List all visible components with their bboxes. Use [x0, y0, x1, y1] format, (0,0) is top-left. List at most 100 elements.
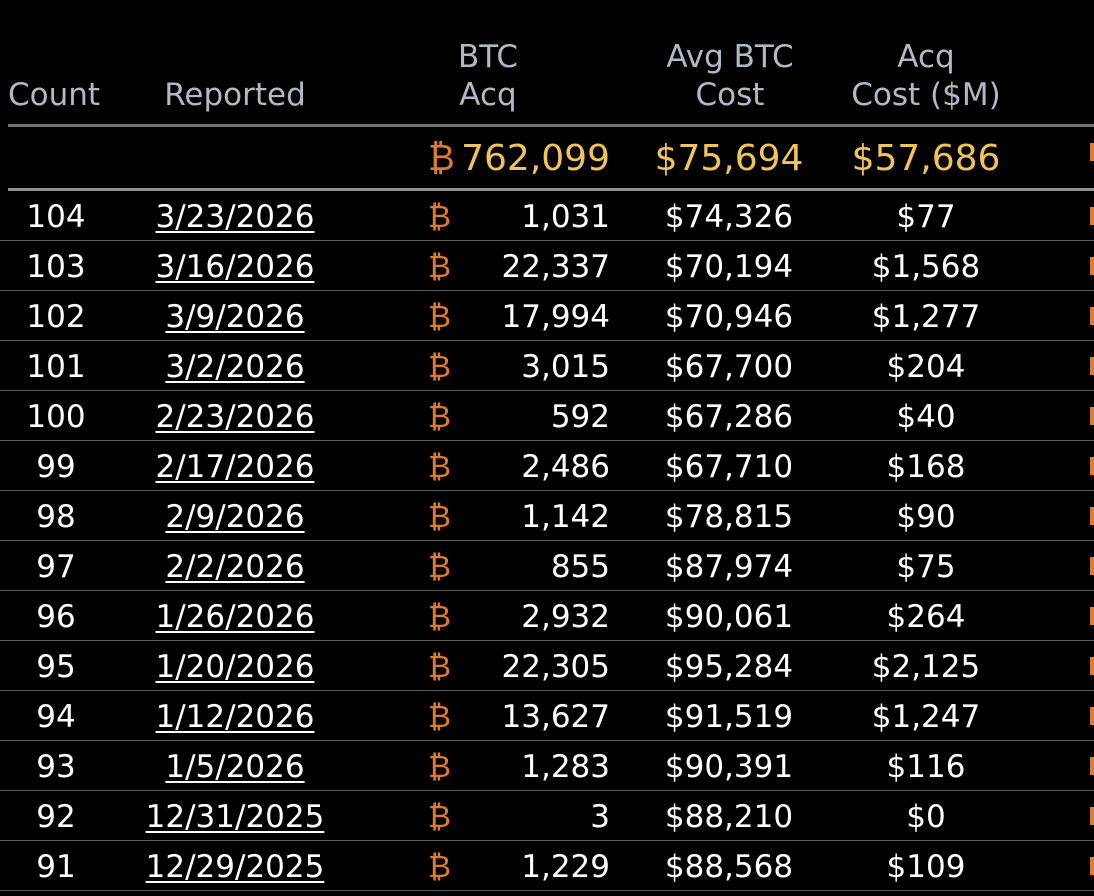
row-avg-btc-cost: $67,710 [664, 449, 794, 485]
bitcoin-icon: ₿ [428, 849, 451, 885]
bitcoin-icon: ₿ [428, 299, 451, 335]
row-btc-acq: 1,283 [521, 749, 610, 785]
column-header-btc-acq-line1: BTC [457, 39, 519, 75]
row-reported-link[interactable]: 1/12/2026 [155, 699, 315, 735]
row-edge-marker [1090, 407, 1094, 425]
table-row: 102 3/9/2026 ₿ 17,994 $70,946 $1,277 [0, 291, 1094, 341]
row-count: 103 [26, 249, 86, 285]
column-header-acq-cost-line2: Cost ($M) [851, 77, 1001, 113]
row-btc-acq: 2,932 [521, 599, 610, 635]
row-reported-link[interactable]: 2/23/2026 [155, 399, 315, 435]
row-reported-link[interactable]: 1/5/2026 [165, 749, 305, 785]
row-btc-acq: 1,229 [521, 849, 610, 885]
row-edge-marker [1090, 857, 1094, 875]
row-edge-marker [1090, 757, 1094, 775]
table-body: 104 3/23/2026 ₿ 1,031 $74,326 $77 103 3/16/2026… [0, 191, 1094, 891]
bitcoin-icon: ₿ [428, 599, 451, 635]
table-row: 99 2/17/2026 ₿ 2,486 $67,710 $168 [0, 441, 1094, 491]
row-edge-marker [1090, 557, 1094, 575]
column-header-avg-btc-cost-line1: Avg BTC [666, 39, 794, 75]
table-row: 96 1/26/2026 ₿ 2,932 $90,061 $264 [0, 591, 1094, 641]
column-header-count[interactable]: Count [8, 77, 101, 113]
row-edge-marker [1090, 307, 1094, 325]
bitcoin-icon: ₿ [428, 749, 451, 785]
row-reported-link[interactable]: 2/2/2026 [165, 549, 305, 585]
row-edge-marker [1090, 607, 1094, 625]
column-header-btc-acq-line2: Acq [459, 77, 517, 113]
column-header-acq-cost[interactable]: Acq Cost ($M) [826, 38, 1026, 114]
row-count: 94 [36, 699, 76, 735]
row-acq-cost: $1,277 [871, 299, 981, 335]
row-count: 91 [36, 849, 76, 885]
row-avg-btc-cost: $67,286 [664, 399, 794, 435]
row-avg-btc-cost: $91,519 [664, 699, 794, 735]
row-count: 93 [36, 749, 76, 785]
row-reported-link[interactable]: 2/17/2026 [155, 449, 315, 485]
table-header: Count Reported BTC Acq Avg BTC Cost Acq … [0, 0, 1094, 126]
row-acq-cost: $90 [896, 499, 956, 535]
summary-acq-cost: $57,686 [851, 138, 1001, 179]
row-edge-marker [1090, 143, 1094, 161]
row-avg-btc-cost: $78,815 [664, 499, 794, 535]
bitcoin-icon: ₿ [428, 499, 451, 535]
row-edge-marker [1090, 807, 1094, 825]
column-header-avg-btc-cost-line2: Cost [695, 77, 765, 113]
row-btc-acq: 1,031 [521, 199, 610, 235]
table-row: 98 2/9/2026 ₿ 1,142 $78,815 $90 [0, 491, 1094, 541]
row-btc-acq: 1,142 [521, 499, 610, 535]
summary-avg-btc-cost: $75,694 [654, 138, 804, 179]
row-count: 100 [26, 399, 86, 435]
summary-divider [8, 188, 1094, 191]
row-edge-marker [1090, 357, 1094, 375]
table-row: 100 2/23/2026 ₿ 592 $67,286 $40 [0, 391, 1094, 441]
row-acq-cost: $0 [906, 799, 946, 835]
row-reported-link[interactable]: 3/16/2026 [155, 249, 315, 285]
row-btc-acq: 592 [550, 399, 610, 435]
row-avg-btc-cost: $90,391 [664, 749, 794, 785]
row-reported-link[interactable]: 1/26/2026 [155, 599, 315, 635]
bitcoin-icon: ₿ [428, 799, 451, 835]
row-avg-btc-cost: $74,326 [664, 199, 794, 235]
row-avg-btc-cost: $67,700 [664, 349, 794, 385]
row-reported-link[interactable]: 3/9/2026 [165, 299, 305, 335]
row-acq-cost: $116 [886, 749, 966, 785]
row-count: 92 [36, 799, 76, 835]
row-reported-link[interactable]: 1/20/2026 [155, 649, 315, 685]
row-edge-marker [1090, 657, 1094, 675]
row-edge-marker [1090, 257, 1094, 275]
row-edge-marker [1090, 507, 1094, 525]
row-avg-btc-cost: $70,946 [664, 299, 794, 335]
row-reported-link[interactable]: 3/23/2026 [155, 199, 315, 235]
row-count: 98 [36, 499, 76, 535]
column-header-btc-acq[interactable]: BTC Acq [428, 38, 548, 114]
column-header-reported[interactable]: Reported [164, 77, 306, 113]
bitcoin-icon: ₿ [428, 249, 451, 285]
row-btc-acq: 17,994 [501, 299, 610, 335]
row-reported-link[interactable]: 12/29/2025 [145, 849, 325, 885]
row-acq-cost: $1,568 [871, 249, 981, 285]
table-row: 95 1/20/2026 ₿ 22,305 $95,284 $2,125 [0, 641, 1094, 691]
bitcoin-icon: ₿ [428, 349, 451, 385]
row-btc-acq: 22,337 [501, 249, 610, 285]
table-row: 97 2/2/2026 ₿ 855 $87,974 $75 [0, 541, 1094, 591]
row-count: 96 [36, 599, 76, 635]
row-edge-marker [1090, 707, 1094, 725]
table-row: 103 3/16/2026 ₿ 22,337 $70,194 $1,568 [0, 241, 1094, 291]
row-btc-acq: 855 [550, 549, 610, 585]
row-count: 97 [36, 549, 76, 585]
summary-btc-acq: 762,099 [461, 138, 610, 179]
row-avg-btc-cost: $70,194 [664, 249, 794, 285]
table-row: 91 12/29/2025 ₿ 1,229 $88,568 $109 [0, 841, 1094, 891]
bitcoin-icon: ₿ [428, 199, 451, 235]
row-avg-btc-cost: $88,210 [664, 799, 794, 835]
row-reported-link[interactable]: 3/2/2026 [165, 349, 305, 385]
row-reported-link[interactable]: 12/31/2025 [145, 799, 325, 835]
row-edge-marker [1090, 207, 1094, 225]
table-row: 93 1/5/2026 ₿ 1,283 $90,391 $116 [0, 741, 1094, 791]
column-header-avg-btc-cost[interactable]: Avg BTC Cost [640, 38, 820, 114]
row-avg-btc-cost: $88,568 [664, 849, 794, 885]
row-reported-link[interactable]: 2/9/2026 [165, 499, 305, 535]
table-row: 101 3/2/2026 ₿ 3,015 $67,700 $204 [0, 341, 1094, 391]
row-acq-cost: $264 [886, 599, 966, 635]
table-row: 94 1/12/2026 ₿ 13,627 $91,519 $1,247 [0, 691, 1094, 741]
